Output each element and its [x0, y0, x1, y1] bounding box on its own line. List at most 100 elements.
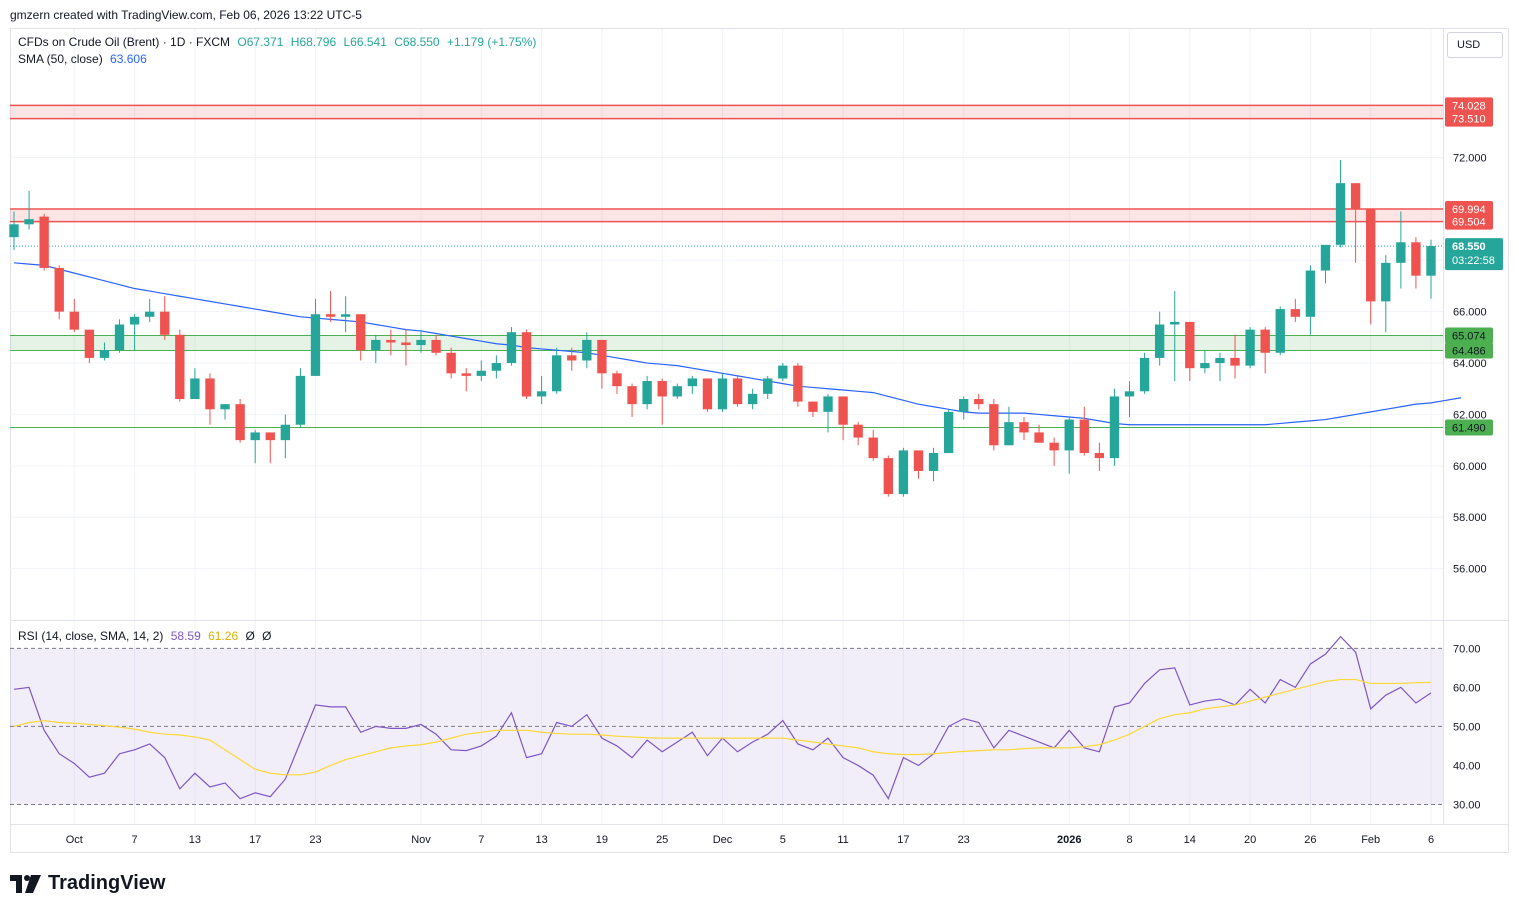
rsi-label[interactable]: RSI (14, close, SMA, 14, 2)	[18, 629, 164, 643]
candle	[1230, 334, 1240, 379]
candle	[702, 378, 713, 412]
candle-body	[898, 450, 909, 495]
sma-label[interactable]: SMA (50, close)	[18, 52, 103, 66]
candle-body	[868, 437, 878, 459]
price-label-support-line: 61.490	[1445, 419, 1493, 436]
change-value: +1.179 (+1.75%)	[446, 35, 537, 49]
candle-body	[778, 365, 788, 379]
symbol-label[interactable]: CFDs on Crude Oil (Brent) · 1D · FXCM	[18, 35, 231, 49]
candle-body	[325, 314, 336, 317]
open-value: O67.371	[237, 35, 284, 49]
candle	[1411, 237, 1421, 289]
candle	[1185, 321, 1195, 382]
candle-body	[175, 334, 185, 400]
candle	[567, 347, 577, 371]
candle	[672, 383, 682, 400]
sma-legend: SMA (50, close) 63.606	[18, 52, 151, 66]
candle-body	[1381, 262, 1391, 302]
candle-body	[1094, 452, 1105, 459]
candle-body	[702, 378, 713, 410]
candle-body	[612, 373, 622, 387]
candle	[898, 447, 909, 497]
rsi-y-tick-label: 30.00	[1453, 799, 1481, 811]
candle-body	[54, 267, 64, 312]
candle-body	[235, 404, 245, 441]
candle-body	[552, 355, 562, 392]
candle-body	[1260, 329, 1270, 353]
candle	[1004, 406, 1014, 446]
candle-body	[491, 363, 502, 371]
candle-body	[1004, 422, 1014, 446]
rsi-extra-2: Ø	[262, 629, 272, 643]
rsi-sma-line	[13, 678, 1432, 776]
candle-body	[1396, 242, 1406, 263]
x-tick-label: 7	[132, 834, 138, 846]
candle	[943, 409, 954, 453]
candle-body	[597, 339, 607, 374]
price-label-support-high-text: 65.074	[1452, 330, 1486, 342]
candle-body	[280, 424, 291, 441]
candle-body	[1245, 329, 1255, 366]
candle	[1079, 406, 1089, 456]
x-tick-label: Feb	[1361, 834, 1380, 846]
price-label-zone-top-low-text: 73.510	[1452, 114, 1486, 126]
candle-body	[39, 216, 49, 268]
price-label-support-line-bg	[1445, 419, 1493, 436]
candle	[24, 190, 34, 230]
rsi-y-tick-label: 70.00	[1453, 643, 1481, 655]
candle	[476, 360, 486, 382]
candle	[1139, 352, 1150, 394]
candle-body	[129, 316, 140, 325]
candle-body	[913, 450, 924, 471]
candle-body	[1185, 321, 1195, 369]
candle-body	[446, 352, 456, 374]
y-tick-label: 62.000	[1453, 409, 1487, 421]
x-tick-label: 19	[596, 834, 608, 846]
price-label-zone-top-high: 74.028	[1445, 97, 1493, 114]
last-price-label: 68.550 03:22:58	[1445, 238, 1503, 271]
candle	[310, 298, 321, 376]
candle	[1305, 265, 1316, 335]
candle	[1109, 388, 1120, 466]
candle-body	[883, 458, 893, 495]
candle-body	[386, 339, 396, 343]
candle-body	[340, 314, 351, 317]
candle-body	[24, 219, 34, 225]
candle	[1366, 208, 1376, 325]
price-label-zone-top-low: 73.510	[1445, 110, 1493, 127]
x-tick-label: 17	[897, 834, 909, 846]
y-tick-label: 72.000	[1453, 152, 1487, 164]
candle-body	[160, 311, 170, 335]
rsi-legend: RSI (14, close, SMA, 14, 2) 58.59 61.26 …	[18, 629, 276, 643]
candle-body	[356, 314, 366, 351]
candle	[175, 329, 185, 402]
candle	[69, 298, 79, 333]
candle	[747, 388, 758, 410]
candle	[959, 396, 969, 420]
price-label-support-low: 64.486	[1445, 342, 1493, 359]
tradingview-logo[interactable]: TradingView	[10, 872, 165, 895]
candle-body	[69, 311, 79, 330]
x-tick-label: 26	[1304, 834, 1316, 846]
candle-body	[1200, 363, 1210, 369]
candle-body	[567, 355, 577, 361]
candle-body	[1064, 419, 1074, 451]
candle-body	[310, 314, 321, 376]
candle	[1396, 211, 1406, 289]
candle-body	[9, 224, 19, 238]
candle	[386, 329, 396, 356]
candle-body	[943, 411, 954, 453]
candle-body	[114, 324, 125, 351]
candle	[853, 422, 863, 446]
candle	[325, 291, 336, 322]
resistance-zone	[10, 105, 1443, 119]
candle	[928, 447, 939, 482]
candle-body	[1320, 244, 1331, 271]
candle	[552, 347, 562, 394]
candle-body	[1109, 396, 1120, 459]
candle-body	[793, 365, 803, 402]
x-tick-label: Dec	[713, 834, 733, 846]
currency-button[interactable]: USD	[1447, 32, 1503, 58]
x-tick-label: 23	[309, 834, 321, 846]
